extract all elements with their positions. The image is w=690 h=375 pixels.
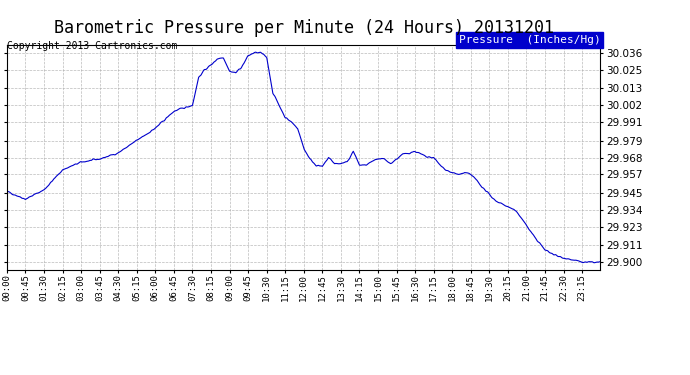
Text: Copyright 2013 Cartronics.com: Copyright 2013 Cartronics.com xyxy=(7,41,177,51)
Text: Barometric Pressure per Minute (24 Hours) 20131201: Barometric Pressure per Minute (24 Hours… xyxy=(54,19,553,37)
Text: Pressure  (Inches/Hg): Pressure (Inches/Hg) xyxy=(459,35,600,45)
